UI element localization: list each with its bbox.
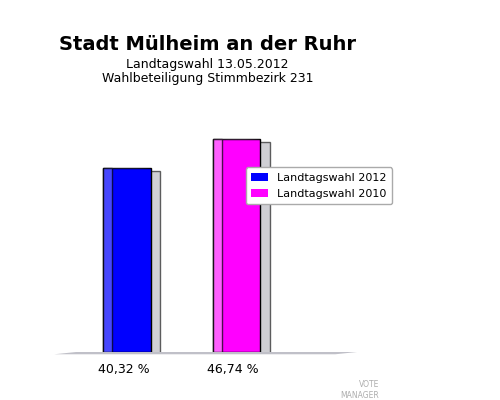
Text: Stadt Mülheim an der Ruhr: Stadt Mülheim an der Ruhr [59,35,356,54]
Text: VOTE
MANAGER: VOTE MANAGER [340,380,379,400]
FancyBboxPatch shape [213,139,222,352]
Text: 40,32 %: 40,32 % [98,363,150,376]
FancyBboxPatch shape [222,142,270,354]
Legend: Landtagswahl 2012, Landtagswahl 2010: Landtagswahl 2012, Landtagswahl 2010 [246,168,392,204]
FancyBboxPatch shape [104,168,151,352]
Text: 46,74 %: 46,74 % [207,363,259,376]
Polygon shape [54,352,357,354]
FancyBboxPatch shape [213,139,260,352]
FancyBboxPatch shape [112,171,160,354]
Text: Wahlbeteiligung Stimmbezirk 231: Wahlbeteiligung Stimmbezirk 231 [102,72,313,85]
FancyBboxPatch shape [104,168,112,352]
Text: Landtagswahl 13.05.2012: Landtagswahl 13.05.2012 [126,58,289,71]
